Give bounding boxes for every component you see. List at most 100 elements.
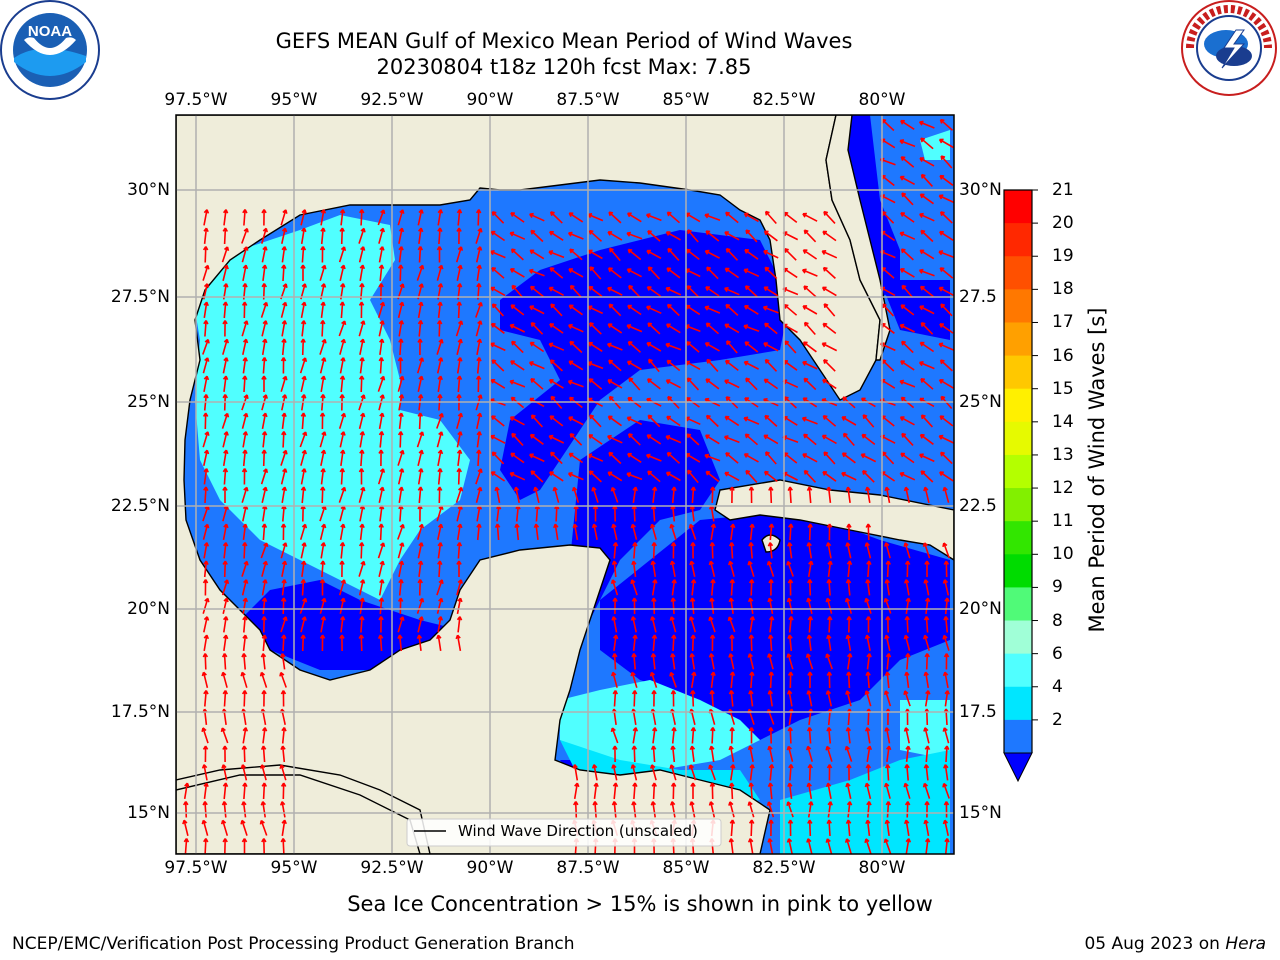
wind-wave-arrow xyxy=(846,560,853,578)
wind-wave-arrow xyxy=(788,616,794,633)
colorbar-extend-triangle xyxy=(1003,752,1033,783)
wind-wave-arrow xyxy=(631,690,638,707)
wind-wave-arrow xyxy=(939,323,954,334)
wind-wave-arrow xyxy=(202,264,210,281)
wind-wave-arrow xyxy=(533,523,540,541)
wind-wave-arrow xyxy=(241,690,248,707)
wind-wave-arrow xyxy=(437,468,443,485)
wind-wave-arrow xyxy=(919,285,934,298)
wind-wave-arrow xyxy=(688,764,697,781)
wind-wave-arrow xyxy=(242,431,249,448)
wind-wave-arrow xyxy=(300,209,307,226)
wind-wave-arrow xyxy=(222,745,228,763)
wind-wave-arrow xyxy=(568,323,584,333)
wind-wave-arrow xyxy=(437,227,443,245)
wind-wave-arrow xyxy=(671,634,677,652)
wind-wave-arrow xyxy=(689,653,696,670)
wind-wave-arrow xyxy=(938,194,954,204)
wind-wave-arrow xyxy=(241,560,249,577)
wind-wave-arrow xyxy=(491,415,505,427)
wind-wave-arrow xyxy=(494,486,501,504)
wind-wave-arrow xyxy=(768,579,774,596)
wind-wave-arrow xyxy=(567,472,584,481)
wind-wave-arrow xyxy=(241,745,248,763)
colorbar-tick-label: 4 xyxy=(1052,676,1063,697)
lon-label-bottom: 95°W xyxy=(270,858,318,878)
wind-wave-arrow xyxy=(261,560,268,577)
lat-label-right: 17.5 xyxy=(959,702,997,722)
wind-wave-arrow xyxy=(666,451,681,464)
wind-wave-arrow xyxy=(417,560,424,578)
lon-label-top: 85°W xyxy=(662,90,710,110)
wind-wave-arrow xyxy=(509,231,526,240)
wind-wave-arrow xyxy=(645,453,662,462)
wind-wave-arrow xyxy=(686,341,700,353)
wind-wave-arrow xyxy=(358,579,366,596)
wind-wave-arrow xyxy=(339,375,346,393)
wind-wave-arrow xyxy=(627,452,642,463)
wind-wave-arrow xyxy=(241,246,249,263)
wind-wave-arrow xyxy=(899,268,915,278)
wind-wave-arrow xyxy=(823,210,836,224)
wind-wave-arrow xyxy=(666,359,681,372)
wind-wave-arrow xyxy=(704,434,720,445)
wind-wave-arrow xyxy=(860,453,877,463)
wind-wave-arrow xyxy=(646,378,661,390)
wind-wave-arrow xyxy=(883,690,892,707)
colorbar-segment xyxy=(1004,454,1032,489)
colorbar-segment xyxy=(1004,719,1032,754)
wind-wave-arrow xyxy=(491,451,505,465)
wind-wave-arrow xyxy=(260,801,267,818)
wind-wave-arrow xyxy=(939,118,954,131)
wind-wave-arrow xyxy=(260,301,269,318)
wind-wave-arrow xyxy=(646,305,662,315)
wind-wave-arrow xyxy=(338,320,347,337)
wind-wave-arrow xyxy=(242,375,248,393)
wind-wave-arrow xyxy=(749,616,756,633)
wind-wave-arrow xyxy=(944,597,950,615)
colorbar-segment xyxy=(1004,322,1032,357)
wind-wave-arrow xyxy=(940,155,953,169)
wind-wave-arrow xyxy=(821,286,837,297)
wind-wave-arrow xyxy=(281,486,288,504)
wind-wave-arrow xyxy=(569,340,583,354)
wind-wave-arrow xyxy=(924,560,930,577)
wind-wave-arrow xyxy=(919,341,935,353)
wind-wave-arrow xyxy=(455,246,464,263)
wind-wave-arrow xyxy=(728,838,735,854)
lon-label-top: 95°W xyxy=(270,90,318,110)
wind-wave-arrow xyxy=(806,597,813,614)
wind-wave-arrow xyxy=(607,231,623,241)
wind-wave-arrow xyxy=(767,838,774,854)
wind-wave-arrow xyxy=(628,284,641,298)
wind-wave-arrow xyxy=(766,560,775,577)
wind-wave-arrow xyxy=(666,267,681,279)
wind-wave-arrow xyxy=(475,468,483,485)
colorbar-frame xyxy=(1003,189,1033,753)
wind-wave-arrow xyxy=(568,212,584,223)
wind-wave-arrow xyxy=(706,266,719,280)
wind-wave-arrow xyxy=(845,579,852,596)
wind-wave-arrow xyxy=(530,322,544,335)
wind-wave-arrow xyxy=(864,727,871,744)
wind-wave-arrow xyxy=(222,486,228,503)
wind-wave-arrow xyxy=(320,209,327,226)
wind-wave-arrow xyxy=(884,764,891,781)
wind-wave-arrow xyxy=(841,452,856,464)
colorbar-segment xyxy=(1004,620,1032,655)
wind-wave-arrow xyxy=(764,266,778,280)
wind-wave-arrow xyxy=(650,801,657,818)
wind-wave-arrow xyxy=(608,303,622,317)
wind-wave-arrow xyxy=(704,342,720,352)
wind-wave-arrow xyxy=(827,801,833,818)
wind-wave-arrow xyxy=(300,449,307,466)
wind-wave-arrow xyxy=(744,341,759,353)
wind-wave-arrow xyxy=(437,560,443,578)
wind-wave-arrow xyxy=(806,486,813,504)
wind-wave-arrow xyxy=(279,671,287,688)
wind-wave-arrow xyxy=(611,560,618,578)
wind-wave-arrow xyxy=(904,801,911,818)
wind-wave-arrow xyxy=(222,542,229,559)
wind-wave-arrow xyxy=(261,320,268,337)
wind-wave-arrow xyxy=(416,357,425,374)
